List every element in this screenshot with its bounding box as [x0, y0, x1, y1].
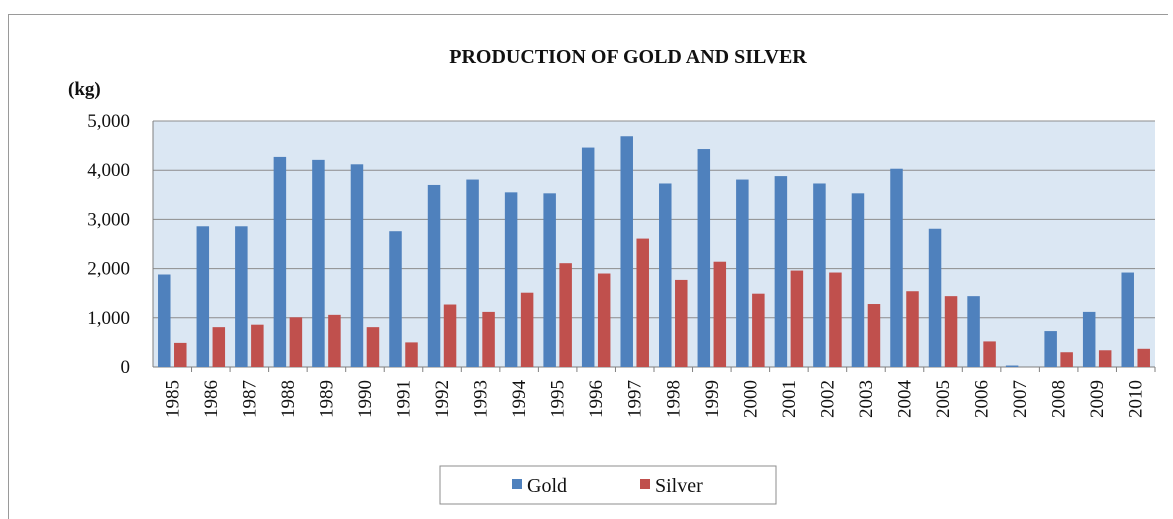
bar-silver-1997 [636, 238, 649, 367]
y-tick-label: 4,000 [87, 160, 130, 181]
bar-gold-1999 [697, 149, 711, 367]
bar-gold-2009 [1082, 311, 1096, 367]
x-tick-label: 1997 [625, 380, 646, 418]
legend: Gold Silver [439, 465, 777, 505]
bar-silver-2000 [752, 293, 765, 367]
x-tick-label: 1986 [201, 380, 222, 418]
bar-gold-2010 [1121, 272, 1134, 367]
bars [158, 136, 1150, 367]
y-axis-unit-label: (kg) [68, 79, 101, 100]
legend-label-silver: Silver [655, 475, 703, 497]
bar-gold-2001 [774, 176, 788, 367]
bar-gold-1985 [158, 274, 171, 367]
y-axis-ticks: 0 1,000 2,000 3,000 4,000 5,000 [87, 111, 130, 378]
bar-gold-1988 [273, 156, 287, 367]
bar-silver-2001 [790, 270, 804, 367]
bar-gold-1991 [389, 231, 402, 367]
y-tick-label: 2,000 [87, 259, 130, 280]
legend-swatch-silver [640, 479, 650, 489]
x-tick-label: 1999 [702, 380, 723, 418]
bar-silver-1995 [559, 263, 572, 367]
y-tick-label: 5,000 [87, 111, 130, 132]
bar-gold-1995 [543, 193, 556, 367]
bar-silver-2006 [983, 341, 996, 367]
legend-label-gold: Gold [527, 475, 567, 497]
bar-gold-2008 [1044, 331, 1057, 367]
bar-gold-1987 [235, 226, 248, 367]
bar-gold-2007 [1005, 365, 1019, 367]
x-tick-label: 1994 [509, 380, 530, 419]
bar-gold-1986 [196, 226, 210, 367]
bar-gold-2003 [851, 193, 865, 367]
bar-gold-2000 [736, 179, 749, 367]
bar-gold-1992 [427, 184, 441, 367]
x-tick-label: 2005 [933, 380, 954, 418]
x-tick-label: 1995 [548, 380, 569, 418]
x-tick-label: 2010 [1126, 380, 1147, 418]
bar-silver-2003 [867, 304, 881, 367]
x-tick-label: 1985 [162, 380, 183, 418]
y-tick-label: 1,000 [87, 308, 130, 329]
x-tick-label: 2004 [895, 380, 916, 419]
bar-gold-1993 [466, 179, 479, 367]
x-tick-label: 2006 [972, 380, 993, 418]
x-tick-label: 1989 [316, 380, 337, 418]
bar-silver-1985 [174, 342, 187, 367]
bar-silver-1999 [713, 261, 727, 367]
x-tick-label: 2002 [817, 380, 838, 418]
bar-gold-1990 [350, 164, 364, 367]
x-tick-label: 2001 [779, 380, 800, 418]
legend-swatch-gold [512, 479, 522, 489]
bar-gold-2002 [813, 183, 826, 367]
x-axis-ticks: 1985 1986 1987 1988 1989 1990 1991 1992 1993 1994… [162, 367, 1156, 419]
x-tick-label: 2000 [740, 380, 761, 418]
bar-gold-1998 [659, 183, 672, 367]
bar-silver-2004 [906, 291, 919, 367]
x-tick-label: 2008 [1049, 380, 1070, 418]
x-tick-label: 2009 [1087, 380, 1108, 418]
x-tick-label: 1993 [471, 380, 492, 418]
y-tick-label: 3,000 [87, 209, 130, 230]
bar-silver-2010 [1137, 348, 1150, 367]
bar-gold-1997 [620, 136, 633, 367]
x-tick-label: 1991 [394, 380, 415, 418]
bar-gold-1989 [312, 159, 325, 367]
bar-silver-1992 [443, 304, 457, 367]
x-tick-label: 2003 [856, 380, 877, 418]
bar-silver-1996 [597, 273, 611, 367]
x-tick-label: 1988 [278, 380, 299, 418]
x-tick-label: 1996 [586, 380, 607, 418]
bar-silver-1994 [520, 292, 534, 367]
x-tick-label: 1987 [239, 380, 260, 418]
bar-gold-2004 [890, 168, 903, 367]
bar-gold-1994 [504, 192, 518, 367]
bar-silver-2008 [1060, 352, 1073, 367]
bar-gold-1996 [581, 147, 595, 367]
bar-silver-1986 [212, 327, 226, 367]
bar-gold-2005 [928, 228, 942, 367]
bar-silver-1991 [405, 342, 418, 367]
bar-silver-1989 [328, 314, 341, 367]
legend-box [439, 465, 777, 505]
y-tick-label: 0 [121, 357, 131, 378]
bar-silver-2005 [944, 296, 958, 367]
bar-silver-1988 [289, 317, 303, 367]
x-tick-label: 2007 [1010, 380, 1031, 418]
bar-silver-1990 [366, 327, 380, 367]
x-tick-label: 1990 [355, 380, 376, 418]
x-tick-label: 1998 [663, 380, 684, 418]
chart-title: PRODUCTION OF GOLD AND SILVER [449, 46, 807, 68]
bar-silver-1998 [675, 279, 688, 367]
bar-silver-1987 [251, 324, 264, 367]
bar-silver-2002 [829, 272, 842, 367]
bar-silver-1993 [482, 311, 495, 367]
bar-silver-2009 [1098, 350, 1112, 367]
bar-gold-2006 [967, 296, 980, 367]
plot-area [153, 121, 1155, 367]
x-tick-label: 1992 [432, 380, 453, 418]
